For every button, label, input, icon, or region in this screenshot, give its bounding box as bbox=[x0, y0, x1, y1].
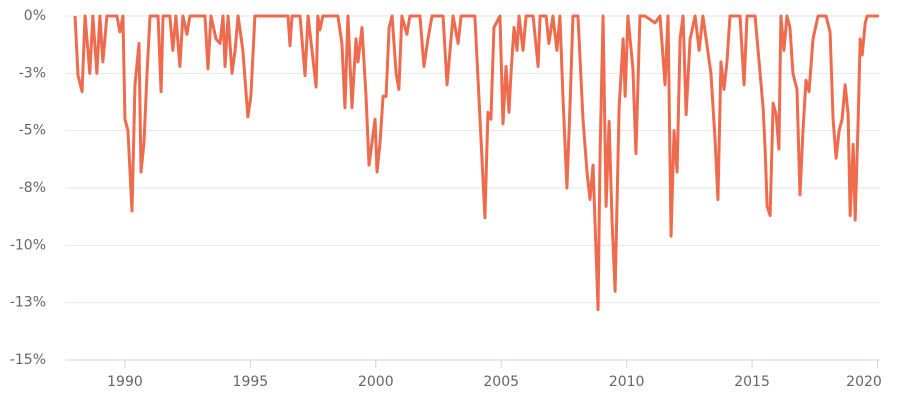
drawdown-line bbox=[73, 14, 879, 312]
y-tick-label: -5% bbox=[19, 123, 46, 139]
y-tick-label: -8% bbox=[19, 180, 46, 196]
y-tick-label: 0% bbox=[24, 8, 46, 24]
x-tick-label: 1995 bbox=[233, 374, 269, 390]
grid bbox=[65, 15, 880, 368]
y-tick-label: -3% bbox=[19, 65, 46, 81]
x-tick-label: 2005 bbox=[483, 374, 519, 390]
x-tick-label: 2000 bbox=[358, 374, 394, 390]
plot-area bbox=[73, 14, 879, 312]
y-tick-label: -10% bbox=[10, 237, 46, 253]
y-tick-label: -13% bbox=[10, 295, 46, 311]
x-tick-label: 1990 bbox=[107, 374, 143, 390]
x-tick-label: 2015 bbox=[734, 374, 770, 390]
x-tick-label: 2010 bbox=[609, 374, 645, 390]
y-tick-label: -15% bbox=[10, 352, 46, 368]
x-tick-label: 2020 bbox=[846, 374, 882, 390]
